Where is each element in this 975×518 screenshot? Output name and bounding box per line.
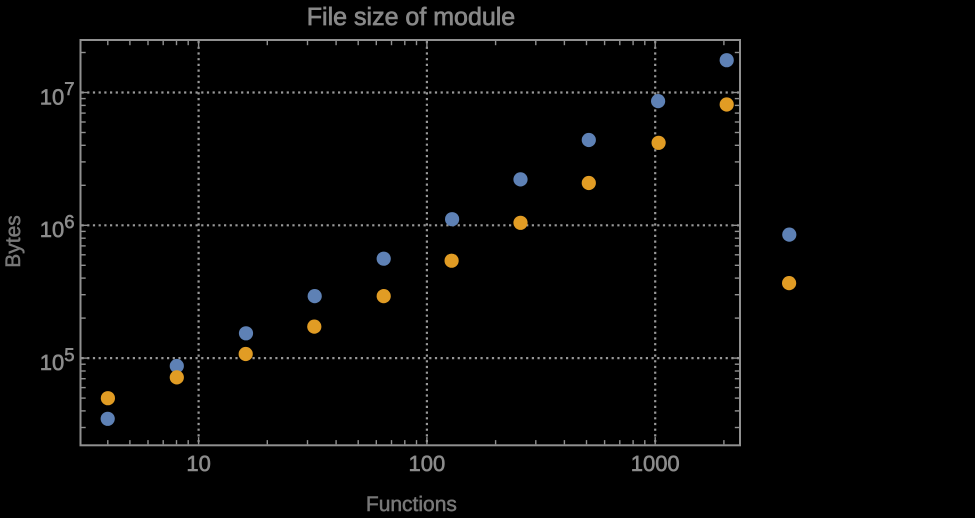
svg-text:Functions: Functions	[366, 493, 457, 513]
svg-text:File size of module: File size of module	[307, 3, 515, 31]
svg-text:Bytes: Bytes	[2, 215, 25, 268]
svg-text:10: 10	[186, 451, 210, 476]
svg-text:100: 100	[409, 451, 446, 476]
svg-text:1000: 1000	[631, 451, 680, 476]
